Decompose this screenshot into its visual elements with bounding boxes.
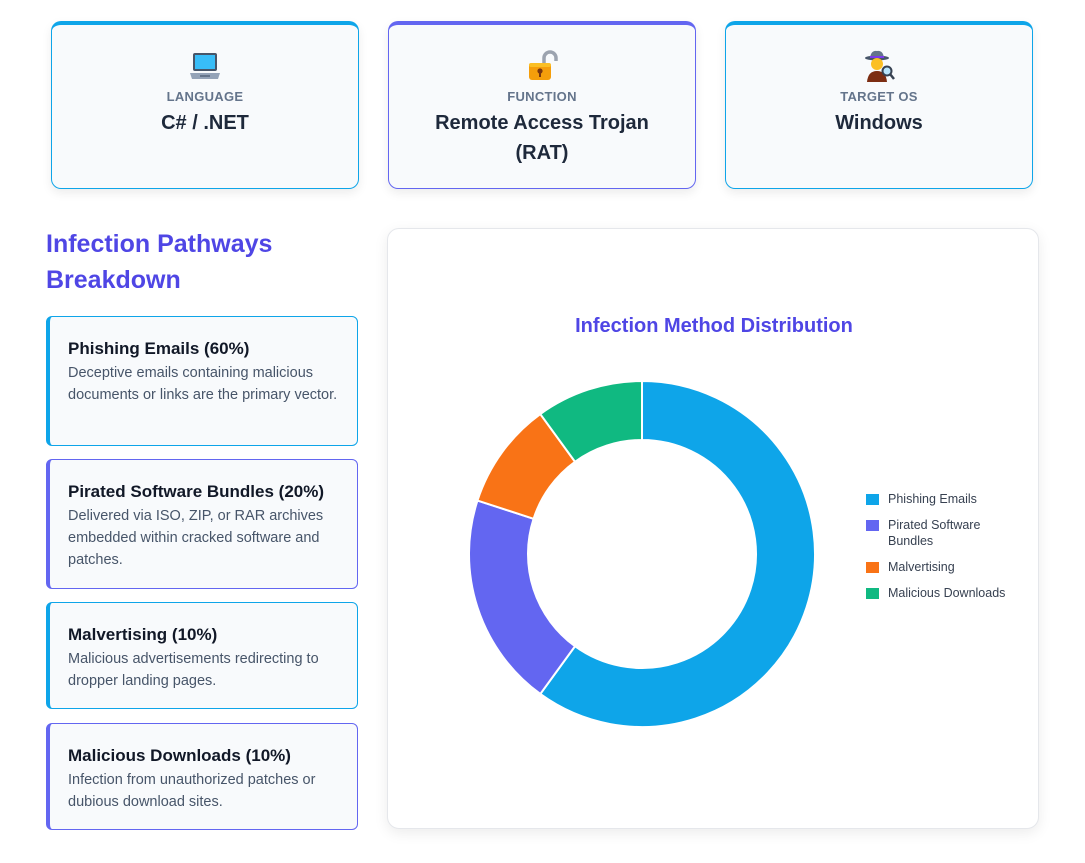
legend-swatch [866,520,879,531]
legend-item-pirated-software-bundles[interactable]: Pirated Software Bundles [866,517,1006,549]
laptop-icon [190,53,220,79]
function-value: Remote Access Trojan (RAT) [435,112,649,164]
legend-label: Pirated Software Bundles [888,518,981,548]
section-title: Infection Pathways Breakdown [46,230,273,294]
legend-item-phishing-emails[interactable]: Phishing Emails [866,491,1006,507]
legend-label: Phishing Emails [888,492,977,506]
pathway-title: Malicious Downloads (10%) [68,746,291,765]
legend-label: Malicious Downloads [888,586,1006,600]
pathway-description: Deceptive emails containing malicious do… [68,365,338,403]
pathway-description: Malicious advertisements redirecting to … [68,651,319,689]
legend-item-malicious-downloads[interactable]: Malicious Downloads [866,585,1006,601]
function-label: FUNCTION [507,89,577,104]
legend-label: Malvertising [888,560,955,574]
chart-legend: Phishing Emails Pirated Software Bundles… [866,491,1006,611]
pathway-title: Malvertising (10%) [68,625,218,644]
pathway-description: Delivered via ISO, ZIP, or RAR archives … [68,508,324,568]
function-card: FUNCTION Remote Access Trojan (RAT) [388,21,696,189]
target-os-card: TARGET OS Windows [725,21,1033,189]
detective-icon [865,50,895,82]
pathway-title: Phishing Emails (60%) [68,339,250,358]
donut-slice-pirated-software-bundles[interactable] [468,499,577,696]
legend-swatch [866,562,879,573]
language-value: C# / .NET [161,112,249,134]
donut-chart [468,379,816,728]
unlocked-padlock-icon [529,50,558,80]
pathway-title: Pirated Software Bundles (20%) [68,482,325,501]
pathway-card-phishing: Phishing Emails (60%) Deceptive emails c… [46,316,358,446]
target-os-value: Windows [835,112,923,134]
pathway-card-pirated-software: Pirated Software Bundles (20%) Delivered… [46,459,358,589]
target-os-label: TARGET OS [840,89,918,104]
legend-item-malvertising[interactable]: Malvertising [866,559,1006,575]
pathway-card-malvertising: Malvertising (10%) Malicious advertiseme… [46,602,358,709]
donut-slice-phishing-emails[interactable] [538,379,816,728]
chart-title: Infection Method Distribution [575,315,853,337]
pathway-description: Infection from unauthorized patches or d… [68,772,316,810]
language-card: LANGUAGE C# / .NET [51,21,359,189]
legend-swatch [866,494,879,505]
donut-slice-malicious-downloads[interactable] [538,379,643,464]
language-label: LANGUAGE [166,89,244,104]
pathway-card-malicious-downloads: Malicious Downloads (10%) Infection from… [46,723,358,830]
legend-swatch [866,588,879,599]
chart-panel: Infection Method Distribution Phishing E… [387,228,1039,829]
